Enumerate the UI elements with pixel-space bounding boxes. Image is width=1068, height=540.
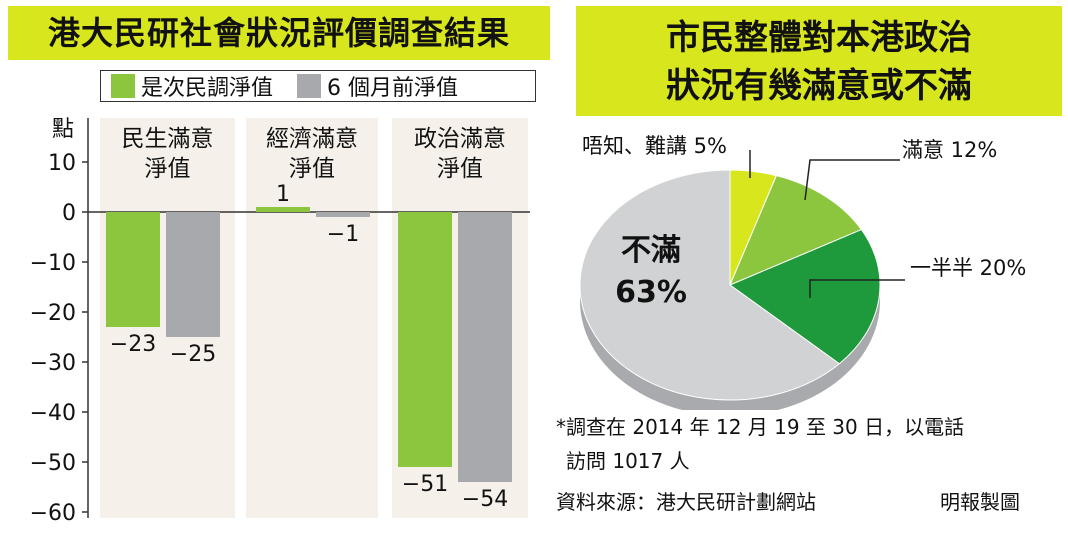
category-label: 淨值	[289, 156, 335, 182]
bar-value-label: −1	[327, 222, 359, 247]
y-tick-label: −40	[30, 401, 76, 426]
bar-current	[256, 207, 310, 212]
right-title-line-1: 市民整體對本港政治	[666, 18, 972, 58]
credit-text: 明報製圖	[940, 490, 1020, 514]
legend-label-previous: 6 個月前淨值	[327, 76, 459, 101]
legend-swatch-current	[111, 74, 135, 98]
bar-value-label: −23	[110, 332, 156, 357]
survey-note: *調查在 2014 年 12 月 19 至 30 日，以電話 訪問 1017 人	[556, 410, 964, 478]
bar-value-label: −51	[402, 472, 448, 497]
source-text: 資料來源：港大民研計劃網站	[556, 490, 816, 514]
bar-previous	[458, 212, 512, 482]
bar-current	[106, 212, 160, 327]
left-title: 港大民研社會狀況評價調查結果	[47, 14, 510, 52]
bar-previous	[316, 212, 370, 217]
bar-previous	[166, 212, 220, 337]
bar-value-label: −25	[170, 342, 216, 367]
category-label: 淨值	[437, 156, 483, 182]
y-tick-label: −30	[30, 351, 76, 376]
y-tick-label: −50	[30, 451, 76, 476]
category-label: 民生滿意	[122, 126, 214, 152]
legend-item-previous: 6 個月前淨值	[297, 70, 458, 102]
pie-label-half: 一半半 20%	[910, 256, 1027, 280]
right-title-line-2: 狀況有幾滿意或不滿	[666, 66, 972, 106]
survey-note-line-1: *調查在 2014 年 12 月 19 至 30 日，以電話	[556, 415, 965, 439]
category-panel	[246, 118, 378, 518]
legend-swatch-previous	[297, 74, 322, 98]
legend-label-current: 是次民調淨值	[141, 76, 274, 101]
survey-note-line-2: 訪問 1017 人	[566, 449, 690, 473]
y-tick-label: −10	[30, 251, 76, 276]
pie-label-dissatisfied: 不滿	[621, 233, 681, 268]
legend-item-current: 是次民調淨值	[111, 70, 273, 102]
leader-half	[809, 279, 905, 298]
category-label: 政治滿意	[414, 126, 506, 152]
category-label: 經濟滿意	[266, 126, 358, 152]
pie-slice-2	[728, 228, 881, 365]
y-axis-label: 點	[52, 117, 74, 142]
y-tick-label: 0	[62, 201, 76, 226]
bar-legend: 是次民調淨值 6 個月前淨值	[100, 70, 536, 102]
pie-label-dontknow: 唔知、難講 5%	[582, 134, 727, 158]
bar-value-label: −54	[462, 487, 508, 512]
left-title-banner: 港大民研社會狀況評價調查結果	[8, 6, 550, 60]
right-title-banner: 市民整體對本港政治 狀況有幾滿意或不滿	[576, 6, 1062, 116]
y-tick-label: 10	[48, 151, 76, 176]
category-label: 淨值	[145, 156, 191, 182]
bar-value-label: 1	[276, 182, 290, 207]
leader-satisfied	[804, 159, 900, 201]
pie-slice-3	[579, 169, 841, 401]
pie-chart	[579, 150, 905, 410]
pie-slice-1	[729, 175, 863, 286]
y-tick-label: −60	[30, 501, 76, 526]
pie-label-satisfied: 滿意 12%	[902, 138, 998, 162]
bar-current	[398, 212, 452, 467]
y-tick-label: −20	[30, 301, 76, 326]
pie-label-dissatisfied-pct: 63%	[615, 275, 687, 310]
